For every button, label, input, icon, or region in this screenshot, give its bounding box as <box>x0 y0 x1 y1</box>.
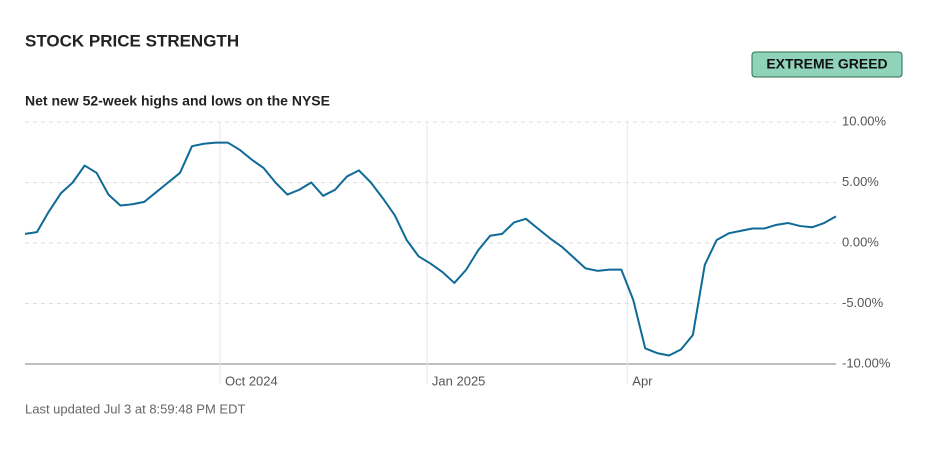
line <box>24 141 837 357</box>
badge: EXTREME GREED <box>766 56 887 72</box>
badge-box <box>751 51 903 78</box>
y-tick-label: -5.00% <box>842 295 884 310</box>
y-tick-label: -10.00% <box>842 355 891 370</box>
title: STOCK PRICE STRENGTH <box>25 31 239 50</box>
x-tick-label: Apr <box>632 373 653 388</box>
subtitle: Net new 52-week highs and lows on the NY… <box>25 93 330 109</box>
x-tick-label: Oct 2024 <box>225 373 278 388</box>
footer: Last updated Jul 3 at 8:59:48 PM EDT <box>25 401 245 416</box>
y-tick-label: 0.00% <box>842 234 879 249</box>
x-tick-label: Jan 2025 <box>432 373 486 388</box>
y-tick-label: 10.00% <box>842 113 887 128</box>
y-tick-label: 5.00% <box>842 174 879 189</box>
